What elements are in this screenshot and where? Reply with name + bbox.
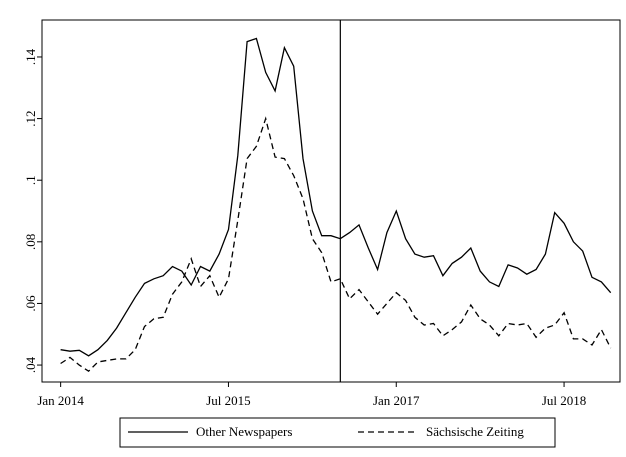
y-tick-label: .06 xyxy=(23,295,38,312)
legend xyxy=(119,417,556,448)
x-tick-label: Jul 2018 xyxy=(542,393,586,408)
y-tick-label: .1 xyxy=(23,175,38,185)
plot-frame xyxy=(41,19,621,383)
series-line xyxy=(60,37,612,357)
legend-label: Sächsische Zeiting xyxy=(426,424,524,439)
series-line xyxy=(60,116,612,373)
y-tick-label: .14 xyxy=(23,48,38,65)
y-tick-label: .04 xyxy=(23,356,38,373)
y-tick-label: .08 xyxy=(23,234,38,250)
x-tick-label: Jan 2014 xyxy=(37,393,84,408)
x-tick-label: Jul 2015 xyxy=(206,393,250,408)
x-tick-label: Jan 2017 xyxy=(373,393,420,408)
legend-label: Other Newspapers xyxy=(196,424,292,439)
y-tick-label: .12 xyxy=(23,110,38,126)
